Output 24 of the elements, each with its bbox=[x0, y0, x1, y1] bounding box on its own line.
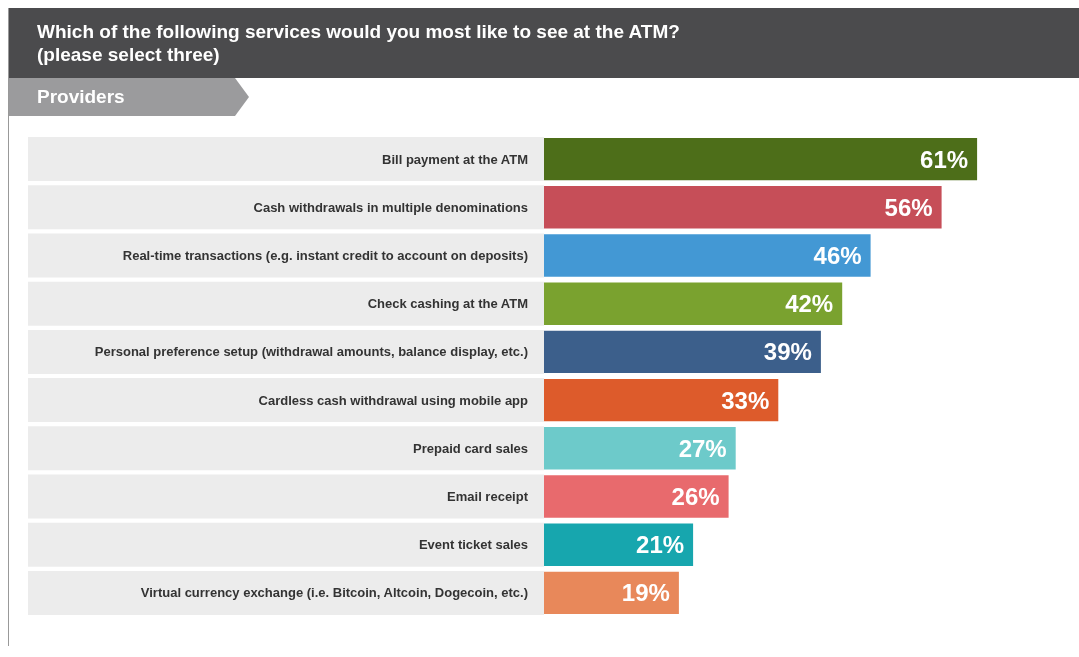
data-label: 21% bbox=[636, 531, 685, 559]
y-tick-label: Cardless cash withdrawal using mobile app bbox=[258, 392, 529, 408]
y-tick-label: Check cashing at the ATM bbox=[367, 296, 528, 312]
data-label: 56% bbox=[884, 193, 933, 221]
y-tick-label: Cash withdrawals in multiple denominations bbox=[253, 199, 528, 215]
y-tick-label: Prepaid card sales bbox=[413, 440, 528, 456]
text: Which of the following services would you most like to see at the ATM? (please select three) bbox=[37, 20, 681, 66]
y-tick-label: Email receipt bbox=[447, 489, 529, 504]
y-tick-label: Event ticket sales bbox=[418, 537, 528, 553]
data-label: 19% bbox=[621, 579, 670, 607]
bar bbox=[544, 571, 679, 615]
data-label: 26% bbox=[671, 483, 720, 510]
data-label: 61% bbox=[920, 145, 969, 173]
y-tick-label: Bill payment at the ATM bbox=[382, 151, 528, 167]
data-label: 46% bbox=[813, 242, 862, 269]
text: Providers bbox=[9, 78, 249, 116]
y-tick-label: Personal preference setup (withdrawal amounts, balance display, etc.) bbox=[94, 344, 528, 360]
bar bbox=[544, 523, 694, 566]
y-tick-label: Real-time transactions (e.g. instant credit to account on deposits) bbox=[122, 248, 528, 263]
data-label: 42% bbox=[785, 290, 834, 318]
data-label: 27% bbox=[678, 434, 727, 462]
data-label: 39% bbox=[763, 338, 812, 366]
y-tick-label: Virtual currency exchange (i.e. Bitcoin, Altcoin, Dogecoin, etc.) bbox=[140, 585, 528, 601]
data-label: 33% bbox=[721, 386, 770, 414]
